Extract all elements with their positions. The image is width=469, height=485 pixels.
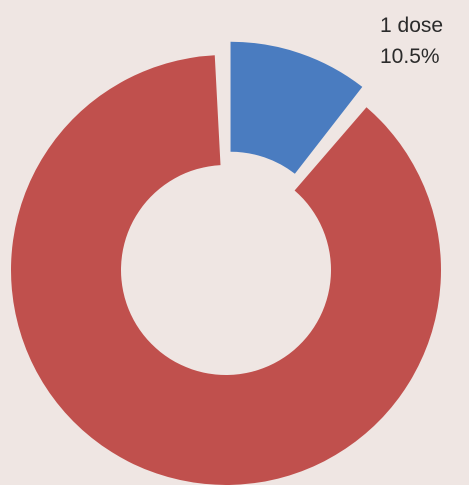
donut-slice-1-dose	[230, 41, 363, 174]
slice-label-percent: 10.5%	[380, 45, 440, 68]
slice-label-1-dose: 1 dose 10.5%	[380, 10, 443, 72]
donut-slice-slice-1	[11, 55, 441, 485]
slice-label-name: 1 dose	[380, 14, 444, 37]
